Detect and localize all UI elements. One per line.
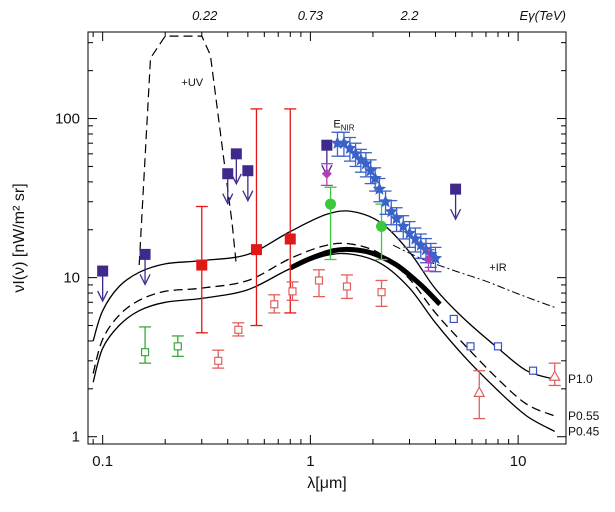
annotation-uv: +UV [181,77,203,89]
uv-upper-limits-arrowhead [242,190,254,203]
axis-ticks [88,32,566,445]
top-tick-label: 0.73 [298,8,324,23]
red-open-squares-point [234,325,243,334]
red-open-triangles-point [473,386,486,397]
uv-upper-limits-arrowhead [230,173,242,186]
red-open-squares-point [342,282,352,291]
uv-upper-limits-point [139,248,151,260]
uv-upper-limits-arrowhead [139,274,151,286]
annotation-e: ENIR [333,118,354,132]
uv-upper-limits-point [222,168,234,180]
y-tick-label: 1 [72,429,80,446]
blue-open-squares-point [493,342,503,351]
blue-nir-point [396,219,410,232]
top-tick-label: 0.22 [192,8,218,23]
blue-nir-point [359,156,373,170]
purple-diamonds-point [321,168,332,179]
curve-p0-45 [92,252,556,432]
red-open-squares-point [214,356,223,365]
curve-label-p0-45: P0.45 [568,424,600,438]
green-circles-point [325,198,337,210]
annotation-subscript: NIR [341,123,355,132]
plot-frame [87,31,567,445]
uv-upper-limits-point [230,148,242,160]
curve-p0-55 [92,242,555,417]
y-tick-label: 100 [55,111,80,128]
model-curves [92,35,556,432]
uv-upper-limits-arrowhead [97,290,109,303]
uv-upper-limits-arrowhead [450,208,462,221]
top-axis-title: Eγ(TeV) [520,8,566,23]
blue-nir-point [337,136,351,149]
red-filled-squares-point [196,259,208,271]
curve-p1-0 [92,210,555,380]
axis-labels: 0.1 1 10 1 10 100 0.22 0.73 2.2 Eγ(TeV) λ[μm] νI(ν)… [11,8,600,492]
uv-upper-limits-point [97,265,109,277]
annotation-ir: +IR [489,262,506,274]
red-open-triangles-point [548,369,561,381]
blue-open-squares-point [449,314,458,324]
blue-open-squares-point [466,342,475,351]
blue-nir-point [364,163,378,177]
red-open-squares-point [314,276,324,285]
top-tick-label: 2.2 [399,8,419,23]
curve-label-p0-55: P0.55 [568,409,600,423]
x-tick-label: 10 [510,453,527,470]
x-tick-label: 0.1 [92,453,113,470]
y-tick-label: 10 [63,270,80,287]
x-axis-title: λ[μm] [307,475,346,492]
red-open-squares-point [377,288,386,297]
curve-label-p1-0: P1.0 [568,372,593,386]
uv-upper-limits-arrowhead [222,193,234,206]
blue-nir-point [348,146,363,160]
blue-nir-point [389,211,404,225]
blue-nir-point [343,141,357,154]
blue-nir-point [402,226,417,239]
green-open-squares-point [140,348,150,357]
green-circles-point [376,220,388,232]
red-open-squares-point [270,300,279,309]
blue-open-squares-point [528,366,538,375]
blue-nir-point [428,251,443,265]
red-filled-squares-point [250,244,262,256]
curve-uv [138,35,237,266]
green-open-squares-point [173,342,182,351]
uv-upper-limits-point [450,183,462,195]
uv-upper-limits-point [321,139,333,151]
purple-diamonds-point [423,254,434,265]
uv-upper-limits-point [242,165,254,177]
y-axis-title: νI(ν) [nW/m² sr] [11,183,28,292]
red-open-squares-point [288,287,297,296]
blue-nir-point [408,232,422,245]
curve-thick [289,246,442,307]
blue-nir-point [384,204,398,218]
curve-ir [392,244,555,308]
data-points [97,108,561,420]
x-tick-label: 1 [306,453,314,470]
red-filled-squares-point [284,233,296,245]
